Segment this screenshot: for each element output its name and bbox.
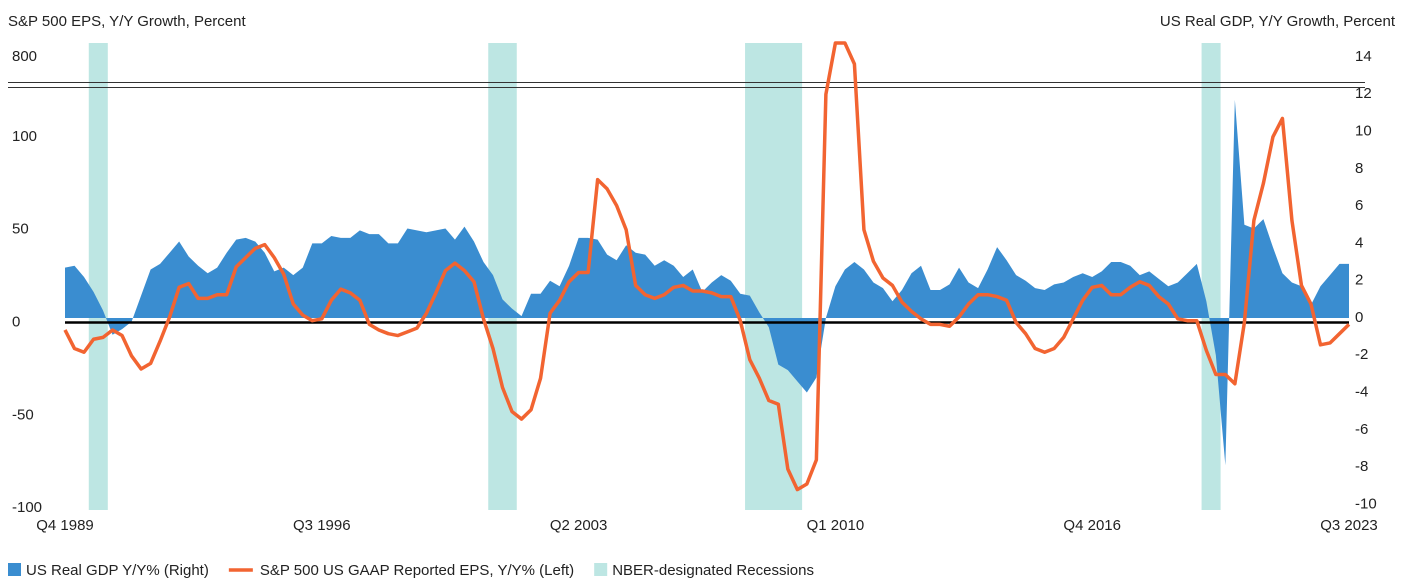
x-tick-label: Q3 2023 — [1320, 517, 1378, 534]
y-tick-label: -100 — [12, 499, 42, 516]
y2-tick-label: -10 — [1355, 495, 1377, 512]
legend-swatch — [594, 563, 608, 576]
y2-tick-label: 4 — [1355, 234, 1363, 251]
x-tick-label: Q2 2003 — [550, 517, 608, 534]
recession-band — [745, 43, 803, 510]
y2-tick-label: -4 — [1355, 384, 1368, 401]
legend: US Real GDP Y/Y% (Right) S&P 500 US GAAP … — [8, 562, 814, 579]
y-tick-label: 800 — [12, 48, 37, 65]
legend-label: NBER-designated Recessions — [612, 562, 814, 579]
gdp-area — [65, 99, 1349, 466]
recession-band — [1201, 43, 1221, 510]
x-tick-label: Q4 2016 — [1063, 517, 1121, 534]
y-tick-label: 0 — [12, 314, 20, 331]
y2-tick-label: 0 — [1355, 309, 1363, 326]
y2-tick-label: -6 — [1355, 421, 1368, 438]
y2-tick-label: -2 — [1355, 346, 1368, 363]
y-tick-label: -50 — [12, 406, 34, 423]
x-tick-label: Q4 1989 — [36, 517, 94, 534]
recession-band — [88, 43, 108, 510]
y2-tick-label: 6 — [1355, 197, 1363, 214]
y2-tick-label: 8 — [1355, 160, 1363, 177]
y-tick-label: 100 — [12, 128, 37, 145]
x-tick-label: Q1 2010 — [807, 517, 865, 534]
eps-line — [63, 41, 1351, 492]
y2-tick-label: 2 — [1355, 272, 1363, 289]
x-tick-label: Q3 1996 — [293, 517, 351, 534]
y2-tick-label: -8 — [1355, 458, 1368, 475]
y2-tick-label: 10 — [1355, 123, 1372, 140]
y-tick-label: 50 — [12, 221, 29, 238]
legend-label: S&P 500 US GAAP Reported EPS, Y/Y% (Left… — [260, 562, 574, 579]
legend-label: US Real GDP Y/Y% (Right) — [26, 562, 209, 579]
y2-tick-label: 12 — [1355, 85, 1372, 102]
y2-axis-title: US Real GDP, Y/Y Growth, Percent — [1160, 13, 1396, 30]
legend-swatch — [8, 563, 21, 576]
y2-tick-label: 14 — [1355, 48, 1372, 65]
y-axis-title: S&P 500 EPS, Y/Y Growth, Percent — [8, 13, 246, 30]
